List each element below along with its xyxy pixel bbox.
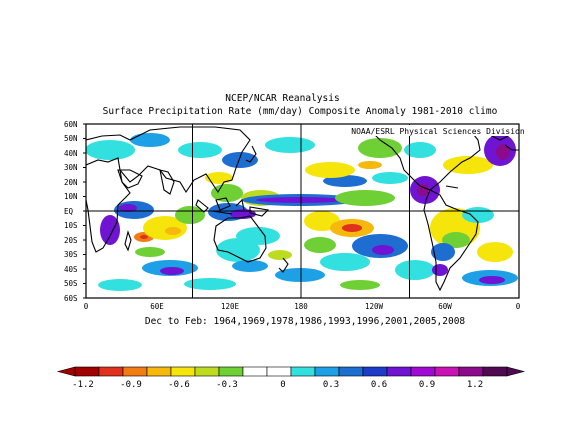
colorbar-swatch [194, 366, 220, 377]
lat-tick-label: 60S [64, 294, 78, 303]
colorbar-swatch [98, 366, 124, 377]
colorbar-label: 1.2 [466, 380, 484, 390]
colorbar-swatch [386, 366, 412, 377]
lat-tick-label: EQ [64, 207, 74, 216]
lat-tick-label: 30N [64, 163, 78, 172]
anomaly-field [86, 133, 518, 291]
colorbar-swatch [290, 366, 316, 377]
lat-tick-label: 40N [64, 149, 78, 158]
colorbar-min-arrow [56, 366, 76, 377]
credit-text: NOAA/ESRL Physical Sciences Division [351, 127, 525, 136]
colorbar-swatch [266, 366, 292, 377]
lon-tick-label: 120W [364, 302, 384, 311]
lat-tick-label: 10S [64, 221, 78, 230]
map-gridlines [86, 124, 519, 298]
lat-tick-label: 10N [64, 192, 78, 201]
colorbar-swatches [56, 366, 526, 377]
colorbar-swatch [146, 366, 172, 377]
colorbar-max-arrow [506, 366, 526, 377]
lon-tick-label: 180 [294, 302, 308, 311]
lat-tick-label: 20N [64, 178, 78, 187]
lat-tick-label: 60N [64, 120, 78, 129]
colorbar-label: -0.3 [216, 380, 238, 390]
colorbar-swatch [122, 366, 148, 377]
colorbar-swatch [482, 366, 508, 377]
colorbar-label: 0 [280, 380, 286, 390]
lat-tick-label: 30S [64, 250, 78, 259]
colorbar-label: -1.2 [72, 380, 94, 390]
lon-tick-label: 0 [515, 302, 521, 311]
lon-tick-label: 120E [220, 302, 240, 311]
colorbar-swatch [458, 366, 484, 377]
colorbar-label: -0.6 [168, 380, 190, 390]
composite-period-label: Dec to Feb: 1964,1969,1978,1986,1993,199… [144, 316, 466, 327]
colorbar-swatch [362, 366, 388, 377]
lat-tick-label: 50S [64, 279, 78, 288]
colorbar-label: 0.9 [418, 380, 436, 390]
colorbar-label: -0.9 [120, 380, 142, 390]
lon-tick-label: 60E [150, 302, 164, 311]
colorbar-swatch [170, 366, 196, 377]
lon-tick-label: 60W [438, 302, 452, 311]
credit-box [358, 125, 518, 136]
colorbar-swatch [74, 366, 100, 377]
colorbar-swatch [218, 366, 244, 377]
lon-tick-label: 0 [83, 302, 89, 311]
title-line-1: NCEP/NCAR Reanalysis [225, 93, 340, 104]
colorbar-swatch [338, 366, 364, 377]
lat-tick-label: 50N [64, 134, 78, 143]
lat-tick-label: 20S [64, 236, 78, 245]
title-line-2: Surface Precipitation Rate (mm/day) Comp… [102, 106, 498, 117]
lat-tick-label: 40S [64, 265, 78, 274]
axis-ticks [83, 123, 86, 299]
colorbar-label: 0.3 [322, 380, 340, 390]
colorbar-swatch [410, 366, 436, 377]
colorbar-swatch [314, 366, 340, 377]
colorbar-label: 0.6 [370, 380, 388, 390]
colorbar-swatch [242, 366, 268, 377]
colorbar-swatch [434, 366, 460, 377]
